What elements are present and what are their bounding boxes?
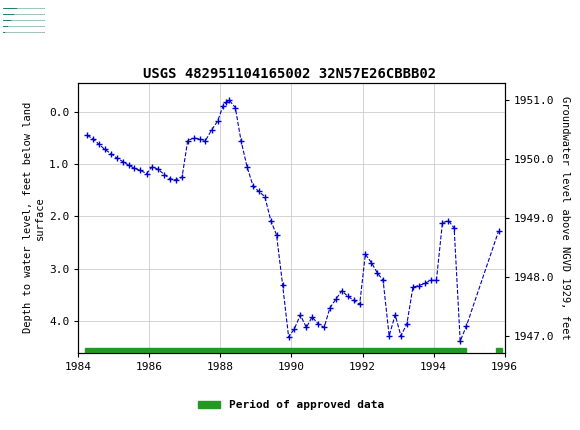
- Text: USGS: USGS: [55, 11, 106, 29]
- Text: USGS 482951104165002 32N57E26CBBB02: USGS 482951104165002 32N57E26CBBB02: [143, 67, 437, 81]
- Bar: [496, 348, 502, 355]
- FancyBboxPatch shape: [3, 4, 43, 36]
- Y-axis label: Groundwater level above NGVD 1929, feet: Groundwater level above NGVD 1929, feet: [560, 96, 570, 340]
- Bar: [85, 348, 466, 355]
- Y-axis label: Depth to water level, feet below land
surface: Depth to water level, feet below land su…: [23, 102, 45, 333]
- Legend: Period of approved data: Period of approved data: [194, 396, 389, 415]
